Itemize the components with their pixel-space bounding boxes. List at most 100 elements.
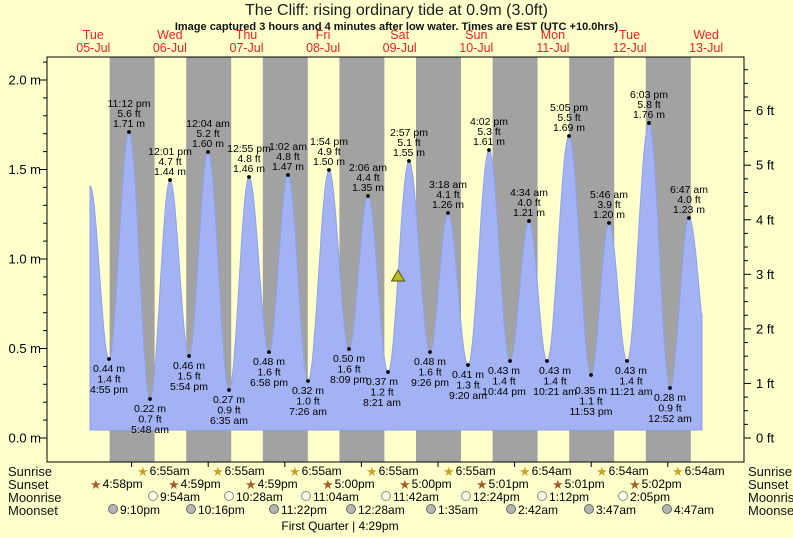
tide-label-line: 4.1 ft [436, 189, 459, 201]
moonrise-time: 9:54am [148, 491, 200, 504]
tide-label-line: 1.69 m [553, 122, 585, 134]
tide-label-line: 1.71 m [113, 118, 145, 130]
tide-high-label: 12:04 am5.2 ft1.60 m [186, 118, 230, 150]
sunrise-star-icon: ★ [137, 464, 149, 479]
tide-label-line: 12:01 pm [148, 146, 192, 158]
tide-label-line: 1.44 m [154, 166, 186, 178]
tide-low-label: 0.41 m1.3 ft9:20 am [449, 369, 487, 402]
day-date: 06-Jul [152, 41, 187, 55]
left-row-label-sunset: Sunset [8, 477, 49, 492]
day-label: Sat 09-Jul [367, 29, 433, 55]
tide-point-dot [347, 347, 351, 351]
right-row-label-moonrise: Moonrise [748, 490, 793, 505]
tide-label-line: 1.55 m [393, 147, 425, 159]
tide-low-label: 0.27 m0.9 ft6:35 am [210, 394, 248, 427]
tide-label-line: 0.48 m [253, 356, 285, 368]
tide-label-line: 0.22 m [134, 403, 166, 415]
page-title: The Cliff: rising ordinary tide at 0.9m … [245, 2, 548, 19]
tide-low-label: 0.46 m1.5 ft5:54 pm [170, 360, 208, 393]
day-date: 13-Jul [689, 41, 724, 55]
astro-time-text: 1:35am [438, 503, 479, 517]
sunset-time: ★5:00pm [399, 478, 452, 492]
left-axis-label: 2.0 m [8, 73, 41, 88]
tide-label-line: 0.7 ft [138, 414, 161, 426]
tide-point-dot [647, 121, 651, 125]
sunrise-time: ★6:55am [443, 465, 496, 479]
day-date: 07-Jul [229, 41, 264, 55]
tide-label-line: 1.2 ft [370, 387, 393, 399]
astro-time-text: 11:22pm [281, 503, 327, 517]
left-axis-label: 0.5 m [8, 341, 41, 356]
tide-label-line: 1.4 ft [543, 376, 566, 388]
tide-label-line: 1.4 ft [492, 376, 515, 388]
tide-label-line: 4.8 ft [276, 151, 299, 163]
tide-label-line: 2:06 am [349, 162, 387, 174]
moonrise-circle-icon [461, 491, 471, 501]
tide-label-line: 2:57 pm [390, 127, 428, 139]
astro-time-text: 6:55am [149, 464, 190, 478]
sunset-time: ★5:00pm [322, 477, 375, 492]
moonset-time: 11:22pm [269, 504, 327, 517]
moonrise-time: 11:42am [381, 491, 439, 504]
tide-point-dot [386, 370, 390, 374]
tide-point-dot [327, 168, 331, 172]
sunset-star-icon: ★ [629, 477, 641, 492]
sunset-time: ★4:59pm [245, 478, 298, 492]
tide-label-line: 0.46 m [173, 360, 205, 372]
tide-label-line: 0.50 m [333, 353, 365, 365]
tide-label-line: 1.35 m [352, 182, 384, 194]
right-row-label-sunrise: Sunrise [748, 464, 793, 479]
tide-label-line: 1.47 m [272, 161, 304, 173]
tide-label-line: 11:21 am [610, 386, 653, 398]
tide-point-dot [607, 221, 611, 225]
tide-point-dot [407, 159, 411, 163]
astro-time-text: 6:55am [378, 464, 419, 478]
moonrise-circle-icon [381, 491, 391, 501]
day-of-week: Thu [235, 28, 258, 42]
left-axis-label: 1.5 m [8, 162, 41, 177]
tide-high-label: 2:57 pm5.1 ft1.55 m [390, 127, 428, 159]
moonrise-time: 2:05pm [618, 491, 670, 504]
sunset-time: ★5:01pm [476, 477, 529, 492]
tide-label-line: 0.32 m [292, 385, 324, 397]
sunrise-time: ★6:55am [366, 464, 419, 479]
tide-label-line: 1.76 m [633, 109, 665, 121]
tide-point-dot [668, 386, 672, 390]
tide-label-line: 1.23 m [673, 204, 705, 216]
day-date: 08-Jul [306, 41, 341, 55]
moonrise-circle-icon [224, 491, 234, 501]
tide-label-line: 1:02 am [269, 141, 307, 153]
day-date: 09-Jul [382, 41, 417, 55]
tide-label-line: 0.48 m [414, 356, 446, 368]
day-label: Fri 08-Jul [290, 29, 356, 55]
sunset-star-icon: ★ [90, 477, 102, 492]
tide-label-line: 4.8 ft [237, 153, 260, 165]
tide-label-line: 5.6 ft [117, 108, 140, 120]
sunset-time: ★4:58pm [90, 477, 143, 492]
tide-high-label: 5:05 pm5.5 ft1.69 m [550, 102, 588, 134]
sunrise-star-icon: ★ [366, 464, 378, 479]
tide-label-line: 9:20 am [449, 390, 487, 402]
tide-label-line: 0.9 ft [658, 403, 681, 415]
moon-phase-note: First Quarter | 4:29pm [281, 519, 399, 533]
tide-high-label: 4:02 pm5.3 ft1.61 m [470, 116, 508, 148]
sunset-time: ★5:02pm [629, 477, 682, 492]
tide-low-label: 0.44 m1.4 ft4:55 pm [90, 363, 128, 396]
tide-label-line: 6:47 am [670, 184, 708, 196]
sunset-star-icon: ★ [322, 477, 334, 492]
right-axis-label: 1 ft [756, 376, 774, 391]
astro-time-text: 11:04am [313, 490, 359, 504]
day-label: Wed 06-Jul [137, 29, 203, 55]
tide-high-label: 2:06 am4.4 ft1.35 m [349, 162, 387, 194]
right-row-label-sunset: Sunset [748, 477, 789, 492]
tide-point-dot [508, 359, 512, 363]
astro-time-text: 5:01pm [488, 477, 529, 491]
left-axis-label: 1.0 m [8, 252, 41, 267]
moonset-time: 3:47am [584, 504, 636, 517]
moonset-time: 2:42am [506, 504, 558, 517]
tide-label-line: 0.28 m [654, 392, 686, 404]
astro-time-text: 10:28am [236, 490, 283, 504]
tide-high-label: 5:46 am3.9 ft1.20 m [590, 189, 628, 221]
tide-label-line: 0.43 m [615, 365, 647, 377]
right-axis-label: 6 ft [756, 103, 774, 118]
